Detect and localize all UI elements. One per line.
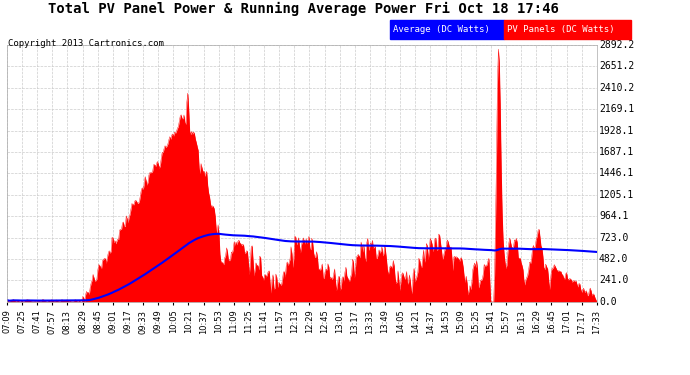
Text: 964.1: 964.1 <box>599 211 629 221</box>
Text: 2892.2: 2892.2 <box>599 40 634 50</box>
Text: 1205.1: 1205.1 <box>599 190 634 200</box>
Text: Average (DC Watts): Average (DC Watts) <box>393 25 490 34</box>
Text: 0.0: 0.0 <box>599 297 617 307</box>
Text: Total PV Panel Power & Running Average Power Fri Oct 18 17:46: Total PV Panel Power & Running Average P… <box>48 2 559 16</box>
Text: PV Panels (DC Watts): PV Panels (DC Watts) <box>507 25 615 34</box>
Text: Copyright 2013 Cartronics.com: Copyright 2013 Cartronics.com <box>8 39 164 48</box>
Text: 1446.1: 1446.1 <box>599 168 634 178</box>
Text: 482.0: 482.0 <box>599 254 629 264</box>
Text: 1928.1: 1928.1 <box>599 126 634 136</box>
Text: 2410.2: 2410.2 <box>599 83 634 93</box>
Text: 2651.2: 2651.2 <box>599 62 634 71</box>
Text: 723.0: 723.0 <box>599 232 629 243</box>
Text: 241.0: 241.0 <box>599 276 629 285</box>
Text: 1687.1: 1687.1 <box>599 147 634 157</box>
Text: 2169.1: 2169.1 <box>599 104 634 114</box>
